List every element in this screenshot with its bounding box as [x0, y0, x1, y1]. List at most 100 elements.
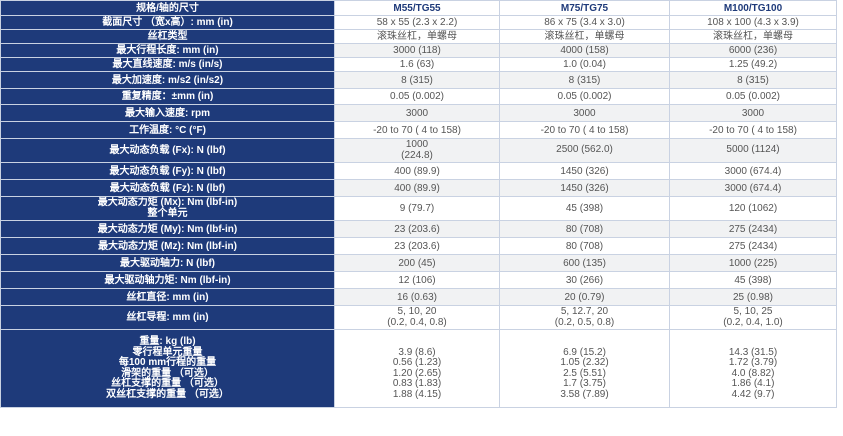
- spec-cell: 1.25 (49.2): [669, 57, 837, 72]
- spec-value: 0.05 (0.002): [390, 91, 444, 102]
- spec-cell: 20 (0.79): [499, 288, 670, 306]
- corner-header: 规格/轴的尺寸: [0, 0, 335, 16]
- spec-cell: 23 (203.6): [334, 220, 500, 238]
- spec-row: 最大行程长度: mm (in) 3000 (118) 4000 (158) 6000 …: [0, 43, 837, 58]
- spec-cell: 45 (398): [669, 271, 837, 289]
- row-label: 最大动态负载 (Fx): N (lbf): [0, 138, 335, 163]
- spec-cell: 0.05 (0.002): [334, 88, 500, 105]
- spec-cell: 2500 (562.0): [499, 138, 670, 163]
- spec-value: 3000: [573, 107, 596, 119]
- spec-row: 最大动态负载 (Fz): N (lbf) 400 (89.9) 1450 (326)…: [0, 179, 837, 197]
- spec-cell: 12 (106): [334, 271, 500, 289]
- spec-cell: 4000 (158): [499, 43, 670, 58]
- spec-cell: 0.05 (0.002): [499, 88, 670, 105]
- spec-value: 200 (45): [398, 257, 436, 269]
- spec-value: 275 (2434): [728, 240, 778, 252]
- spec-value: 滚珠丝杠，单螺母: [377, 31, 457, 42]
- spec-row: 工作温度: °C (°F) -20 to 70 ( 4 to 158) -20 to…: [0, 121, 837, 139]
- spec-cell: 5, 10, 20 (0.2, 0.4, 0.8): [334, 305, 500, 330]
- spec-value: 2500 (562.0): [556, 144, 613, 156]
- row-label: 截面尺寸 （宽x高）: mm (in): [0, 15, 335, 30]
- spec-value: 275 (2434): [728, 223, 778, 235]
- spec-cell: 5000 (1124): [669, 138, 837, 163]
- spec-cell: 滚珠丝杠，单螺母: [669, 29, 837, 44]
- row-label: 最大动态力矩 (Mz): Nm (lbf-in): [0, 237, 335, 255]
- spec-value: 12 (106): [398, 274, 436, 286]
- spec-row: 最大加速度: m/s2 (in/s2) 8 (315) 8 (315) 8 (315): [0, 71, 837, 89]
- spec-cell: 30 (266): [499, 271, 670, 289]
- spec-cell: 86 x 75 (3.4 x 3.0): [499, 15, 670, 30]
- row-label-text: 截面尺寸 （宽x高）: mm (in): [102, 17, 233, 28]
- spec-row: 最大驱动轴力矩: Nm (lbf-in) 12 (106) 30 (266) 45 (…: [0, 271, 837, 289]
- spec-value: 0.05 (0.002): [726, 91, 780, 102]
- spec-cell: -20 to 70 ( 4 to 158): [334, 121, 500, 139]
- spec-value: 30 (266): [565, 274, 604, 286]
- spec-value: 5000 (1124): [726, 144, 780, 156]
- model-header: M100/TG100: [669, 0, 837, 16]
- spec-value: 108 x 100 (4.3 x 3.9): [707, 17, 799, 28]
- spec-value: 0.05 (0.002): [557, 91, 612, 102]
- spec-value: 14.3 (31.5) 1.72 (3.79) 4.0 (8.82) 1.86 …: [728, 346, 778, 400]
- spec-value: 6.9 (15.2) 1.05 (2.32) 2.5 (5.51) 1.7 (3…: [560, 346, 609, 400]
- spec-value: 80 (708): [565, 223, 604, 235]
- spec-value: 3.9 (8.6) 0.56 (1.23) 1.20 (2.65) 0.83 (…: [392, 346, 442, 400]
- spec-value: 20 (0.79): [564, 291, 605, 303]
- spec-value: 600 (135): [563, 257, 606, 269]
- spec-cell: 8 (315): [334, 71, 500, 89]
- spec-value: 4000 (158): [560, 45, 609, 56]
- spec-value: 3000: [741, 107, 765, 119]
- spec-cell: 58 x 55 (2.3 x 2.2): [334, 15, 500, 30]
- row-label: 最大输入速度: rpm: [0, 104, 335, 122]
- spec-cell: 1.0 (0.04): [499, 57, 670, 72]
- row-label-text: 丝杠导程: mm (in): [126, 312, 209, 323]
- spec-cell: -20 to 70 ( 4 to 158): [669, 121, 837, 139]
- spec-row: 丝杠导程: mm (in) 5, 10, 20 (0.2, 0.4, 0.8) 5,…: [0, 305, 837, 330]
- row-label: 最大动态力矩 (My): Nm (lbf-in): [0, 220, 335, 238]
- spec-cell: 80 (708): [499, 220, 670, 238]
- spec-value: 1000 (224.8): [401, 139, 433, 161]
- spec-cell: 0.05 (0.002): [669, 88, 837, 105]
- spec-body: 截面尺寸 （宽x高）: mm (in) 58 x 55 (2.3 x 2.2) 86…: [0, 15, 837, 408]
- row-label: 工作温度: °C (°F): [0, 121, 335, 139]
- spec-cell: 8 (315): [669, 71, 837, 89]
- spec-value: 3000 (674.4): [724, 165, 782, 177]
- spec-value: 1.6 (63): [399, 59, 435, 70]
- spec-row: 丝杠直径: mm (in) 16 (0.63) 20 (0.79) 25 (0.98): [0, 288, 837, 306]
- row-label-text: 最大动态负载 (Fy): N (lbf): [109, 165, 226, 177]
- spec-row: 最大动态力矩 (Mz): Nm (lbf-in) 23 (203.6) 80 (70…: [0, 237, 837, 255]
- spec-row: 最大动态负载 (Fy): N (lbf) 400 (89.9) 1450 (326)…: [0, 162, 837, 180]
- spec-value: 3000: [405, 107, 429, 119]
- spec-cell: 120 (1062): [669, 196, 837, 221]
- row-label: 最大驱动轴力: N (lbf): [0, 254, 335, 272]
- row-label: 最大动态力矩 (Mx): Nm (lbf-in) 整个单元: [0, 196, 335, 221]
- spec-cell: 400 (89.9): [334, 162, 500, 180]
- spec-row: 重量: kg (lb) 零行程单元重量 每100 mm行程的重量 滑架的重量 （…: [0, 329, 837, 408]
- spec-cell: 23 (203.6): [334, 237, 500, 255]
- spec-cell: 1450 (326): [499, 162, 670, 180]
- spec-cell: 8 (315): [499, 71, 670, 89]
- row-label: 丝杠导程: mm (in): [0, 305, 335, 330]
- spec-cell: 6.9 (15.2) 1.05 (2.32) 2.5 (5.51) 1.7 (3…: [499, 329, 670, 408]
- row-label: 丝杠直径: mm (in): [0, 288, 335, 306]
- spec-value: 5, 12.7, 20 (0.2, 0.5, 0.8): [554, 306, 615, 328]
- spec-value: 5, 10, 25 (0.2, 0.4, 1.0): [723, 306, 783, 328]
- spec-cell: 3000 (674.4): [669, 179, 837, 197]
- spec-value: 58 x 55 (2.3 x 2.2): [376, 17, 458, 28]
- row-label-text: 丝杠直径: mm (in): [126, 291, 209, 303]
- spec-cell: 1.6 (63): [334, 57, 500, 72]
- row-label-text: 最大驱动轴力: N (lbf): [120, 257, 215, 269]
- spec-value: 23 (203.6): [394, 223, 440, 235]
- spec-cell: -20 to 70 ( 4 to 158): [499, 121, 670, 139]
- spec-value: 45 (398): [565, 203, 604, 214]
- row-label-text: 最大行程长度: mm (in): [116, 45, 219, 56]
- row-label: 最大动态负载 (Fz): N (lbf): [0, 179, 335, 197]
- spec-cell: 5, 12.7, 20 (0.2, 0.5, 0.8): [499, 305, 670, 330]
- spec-cell: 1450 (326): [499, 179, 670, 197]
- spec-value: -20 to 70 ( 4 to 158): [540, 124, 629, 136]
- spec-cell: 1000 (224.8): [334, 138, 500, 163]
- spec-value: 1450 (326): [560, 165, 609, 177]
- spec-value: 1000 (225): [728, 257, 778, 269]
- spec-cell: 108 x 100 (4.3 x 3.9): [669, 15, 837, 30]
- spec-cell: 3.9 (8.6) 0.56 (1.23) 1.20 (2.65) 0.83 (…: [334, 329, 500, 408]
- spec-cell: 600 (135): [499, 254, 670, 272]
